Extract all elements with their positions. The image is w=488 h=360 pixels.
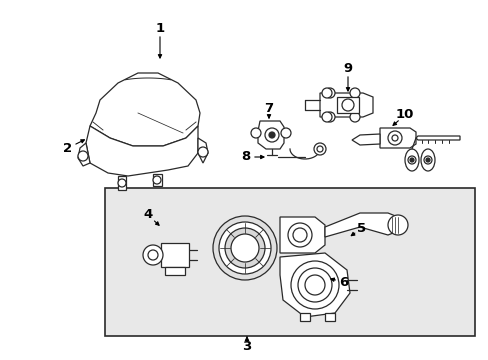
Bar [336,97,358,113]
Circle shape [153,176,161,184]
Ellipse shape [420,149,434,171]
Circle shape [219,222,270,274]
Circle shape [118,179,126,187]
Circle shape [349,112,359,122]
Text: 10: 10 [395,108,413,122]
Circle shape [409,158,413,162]
Circle shape [316,146,323,152]
Circle shape [349,88,359,98]
Text: 9: 9 [343,62,352,75]
Polygon shape [258,121,284,149]
Circle shape [290,261,338,309]
Circle shape [230,234,259,262]
Polygon shape [299,313,309,321]
Polygon shape [90,73,200,146]
Circle shape [198,147,207,157]
Circle shape [297,268,331,302]
Circle shape [250,128,261,138]
Polygon shape [319,93,372,117]
Text: 3: 3 [242,339,251,352]
Polygon shape [118,176,126,190]
Polygon shape [78,143,90,166]
Polygon shape [161,243,189,267]
Circle shape [387,215,407,235]
Circle shape [287,223,311,247]
Polygon shape [280,253,349,317]
Polygon shape [153,174,162,186]
Circle shape [321,88,331,98]
Circle shape [224,228,264,268]
Circle shape [148,250,158,260]
Text: 4: 4 [143,208,152,221]
Circle shape [292,228,306,242]
Circle shape [407,156,415,164]
Text: 5: 5 [357,221,366,234]
Circle shape [423,156,431,164]
Circle shape [313,143,325,155]
Polygon shape [325,213,399,237]
Polygon shape [86,126,198,176]
Circle shape [142,245,163,265]
Polygon shape [379,128,415,148]
Circle shape [425,158,429,162]
Ellipse shape [404,149,418,171]
Circle shape [325,112,334,122]
Text: 2: 2 [63,141,72,154]
Text: 1: 1 [155,22,164,35]
Circle shape [264,128,279,142]
Circle shape [391,135,397,141]
Circle shape [213,216,276,280]
Polygon shape [198,138,207,163]
Polygon shape [325,313,334,321]
Text: 8: 8 [241,150,250,163]
Circle shape [268,132,274,138]
Circle shape [325,88,334,98]
Circle shape [281,128,290,138]
Circle shape [387,131,401,145]
Polygon shape [351,134,379,145]
Circle shape [78,151,88,161]
Bar [105,188,474,336]
Text: 6: 6 [339,275,348,288]
Circle shape [305,275,325,295]
Circle shape [341,99,353,111]
Polygon shape [164,267,184,275]
Circle shape [321,112,331,122]
Polygon shape [415,136,459,140]
Polygon shape [280,217,325,253]
Text: 7: 7 [264,102,273,114]
